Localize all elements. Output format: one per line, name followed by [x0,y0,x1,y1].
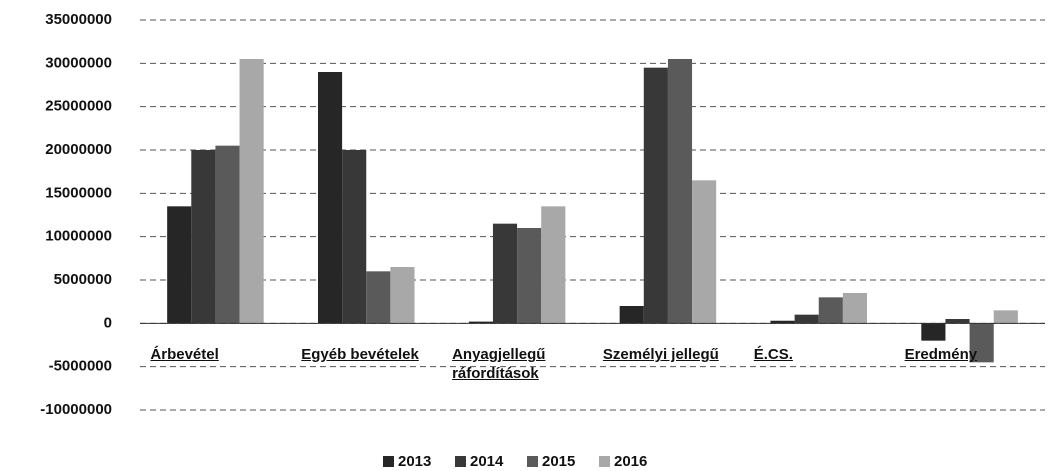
bar [993,310,1018,324]
y-tick-label: 30000000 [45,54,112,71]
bar [794,314,819,324]
bar [770,320,795,324]
bar [921,323,946,341]
y-tick-label: 5000000 [54,271,112,288]
x-tick-label: Árbevétel [150,346,219,364]
bar [619,306,644,324]
legend-swatch [527,456,538,467]
legend-swatch [599,456,610,467]
y-tick-label: -10000000 [40,401,112,418]
bar [818,297,843,324]
y-tick-label: 20000000 [45,141,112,158]
bar [517,228,542,324]
legend-label: 2015 [542,453,575,470]
x-tick-label: Eredmény [904,346,978,364]
y-tick-label: 10000000 [45,228,112,245]
bar [945,319,970,324]
bar [167,206,192,324]
y-tick-label: 0 [104,314,112,331]
x-tick-label: Egyéb bevételek [301,346,419,364]
bar [842,293,868,324]
x-tick-label: Személyi jellegű [602,346,719,364]
y-tick-label: 25000000 [45,98,112,115]
bar [667,59,693,324]
bar [342,150,367,324]
bar [541,206,566,324]
bar [390,267,415,324]
legend-swatch [455,456,466,467]
bar [215,145,240,324]
bar [692,180,717,324]
bar [191,150,216,324]
bar [643,67,668,324]
legend-swatch [383,456,394,467]
bar [239,59,264,324]
y-tick-label: 15000000 [45,184,112,201]
bar [366,271,391,324]
bar [317,72,343,324]
y-tick-label: 35000000 [45,11,112,28]
legend-label: 2014 [470,453,504,470]
legend-label: 2013 [398,453,431,470]
x-tick-label: É.CS. [753,346,793,364]
x-tick-label: Anyagjellegű ráfordítások [452,346,546,383]
bar [468,321,493,324]
bar [969,323,994,363]
y-tick-label: -5000000 [49,358,112,375]
bar [492,223,518,324]
legend-label: 2016 [614,453,647,470]
